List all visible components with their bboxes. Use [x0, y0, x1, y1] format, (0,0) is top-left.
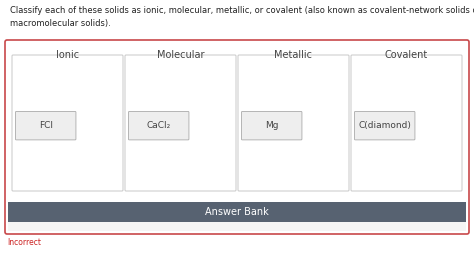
Text: Covalent: Covalent: [385, 50, 428, 60]
Text: Classify each of these solids as ionic, molecular, metallic, or covalent (also k: Classify each of these solids as ionic, …: [10, 6, 474, 15]
FancyBboxPatch shape: [5, 40, 469, 234]
Text: CaCl₂: CaCl₂: [146, 121, 171, 130]
Text: macromolecular solids).: macromolecular solids).: [10, 19, 111, 28]
Text: C(diamond): C(diamond): [358, 121, 411, 130]
FancyBboxPatch shape: [128, 112, 189, 140]
FancyBboxPatch shape: [8, 222, 466, 231]
FancyBboxPatch shape: [241, 112, 302, 140]
Text: Molecular: Molecular: [157, 50, 204, 60]
FancyBboxPatch shape: [238, 55, 349, 191]
FancyBboxPatch shape: [351, 55, 462, 191]
Text: Metallic: Metallic: [274, 50, 312, 60]
Text: Answer Bank: Answer Bank: [205, 207, 269, 217]
Text: FCl: FCl: [39, 121, 53, 130]
Text: Ionic: Ionic: [56, 50, 79, 60]
FancyBboxPatch shape: [12, 55, 123, 191]
Text: Mg: Mg: [265, 121, 278, 130]
Text: Incorrect: Incorrect: [7, 238, 41, 247]
FancyBboxPatch shape: [355, 112, 415, 140]
FancyBboxPatch shape: [125, 55, 236, 191]
FancyBboxPatch shape: [8, 202, 466, 222]
FancyBboxPatch shape: [16, 112, 76, 140]
